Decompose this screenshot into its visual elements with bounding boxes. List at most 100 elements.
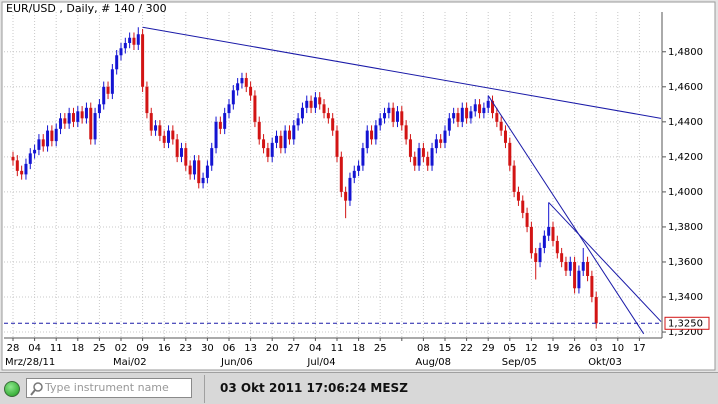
candle-body (473, 104, 477, 112)
candle-body (594, 297, 598, 324)
status-icon[interactable] (4, 381, 20, 397)
x-tick-label: 09 (136, 343, 149, 354)
candle-body (123, 43, 127, 49)
y-tick-label: 1,4600 (668, 82, 703, 93)
candle-body (374, 125, 378, 140)
trendline (548, 202, 662, 322)
candle-body (404, 125, 408, 140)
x-tick-label: 19 (547, 343, 560, 354)
x-tick-label: 28 (7, 343, 20, 354)
candle-body (590, 275, 594, 298)
candle-body (344, 191, 348, 201)
y-tick-label: 1,4800 (668, 47, 703, 58)
x-tick-label: 20 (266, 343, 279, 354)
separator (204, 375, 205, 403)
candle-body (417, 148, 421, 166)
axis-labels: 1,3200 1,3400 1,3600 1,3800 1,4000 1,4200 1,44… (5, 47, 710, 368)
candle-body (413, 156, 417, 166)
candle-body (218, 121, 222, 129)
candle-body (244, 78, 248, 87)
candle-body (15, 160, 19, 171)
candle-body (287, 130, 291, 140)
x-tick-label: 23 (179, 343, 192, 354)
candle-body (503, 130, 507, 143)
timestamp: 03 Okt 2011 17:06:24 MESZ (220, 381, 408, 395)
x-tick-label: 11 (50, 343, 63, 354)
trendline (487, 95, 645, 335)
candle-body (529, 226, 533, 254)
candle-body (309, 100, 313, 108)
x-tick-label: 30 (201, 343, 214, 354)
candle-body (318, 97, 322, 105)
candle-body (421, 148, 425, 157)
candle-body (24, 163, 28, 175)
y-tick-label: 1,4400 (668, 117, 703, 128)
candle-body (383, 113, 387, 119)
candle-body (214, 121, 218, 149)
candle-body (512, 165, 516, 192)
candle-body (469, 111, 473, 119)
x-tick-label: 04 (309, 343, 322, 354)
y-tick-label: 1,3200 (668, 327, 703, 338)
x-tick-label: 25 (93, 343, 106, 354)
y-tick-label: 1,4200 (668, 152, 703, 163)
candle-body (434, 139, 438, 149)
x-tick-label: 27 (287, 343, 300, 354)
trendlines (4, 26, 662, 335)
candle-body (357, 165, 361, 171)
candle-body (521, 200, 525, 213)
candle-body (331, 118, 335, 131)
candle-body (573, 261, 577, 289)
candle-body (223, 113, 227, 129)
candle-body (171, 130, 175, 140)
candle-body (534, 253, 538, 262)
candle-body (46, 130, 50, 147)
candle-body (93, 113, 97, 140)
candle-body (326, 113, 330, 119)
candle-body (50, 130, 54, 142)
month-label: Okt/03 (588, 357, 622, 368)
month-label: Jul/04 (306, 357, 335, 368)
candle-body (231, 90, 235, 105)
candle-body (387, 107, 391, 114)
candle-body (555, 240, 559, 254)
candle-body (162, 135, 166, 143)
candle-body (266, 148, 270, 157)
x-tick-label: 05 (503, 343, 516, 354)
candle-body (395, 111, 399, 122)
grid (4, 12, 666, 341)
y-tick-label: 1,4000 (668, 187, 703, 198)
candle-body (188, 165, 192, 175)
candle-body (141, 34, 145, 87)
candle-body (11, 156, 15, 161)
candle-body (283, 130, 287, 149)
month-label: Jun/06 (220, 357, 253, 368)
candle-body (443, 130, 447, 143)
search-placeholder: Type instrument name (45, 381, 169, 394)
candle-body (361, 148, 365, 166)
x-tick-label: 10 (611, 343, 624, 354)
candle-body (158, 125, 162, 136)
candle-body (408, 139, 412, 157)
search-box[interactable]: Type instrument name (26, 378, 192, 398)
candle-body (370, 130, 374, 140)
candle-body (568, 261, 572, 271)
x-tick-label: 13 (244, 343, 257, 354)
candle-body (132, 37, 136, 45)
candle-body (154, 125, 158, 131)
x-tick-label: 18 (352, 343, 365, 354)
current-price-box (664, 316, 710, 330)
candle-body (106, 86, 110, 94)
candle-body (76, 111, 80, 122)
candle-body (236, 83, 240, 91)
candle-body (110, 69, 114, 94)
candle-body (149, 113, 153, 131)
candle-body (89, 107, 93, 140)
candle-body (348, 177, 352, 201)
candle-body (352, 170, 356, 178)
candle-body (452, 113, 456, 119)
candle-body (240, 78, 244, 84)
candle-body (67, 113, 71, 124)
candle-body (227, 104, 231, 114)
candle-body (97, 104, 101, 114)
